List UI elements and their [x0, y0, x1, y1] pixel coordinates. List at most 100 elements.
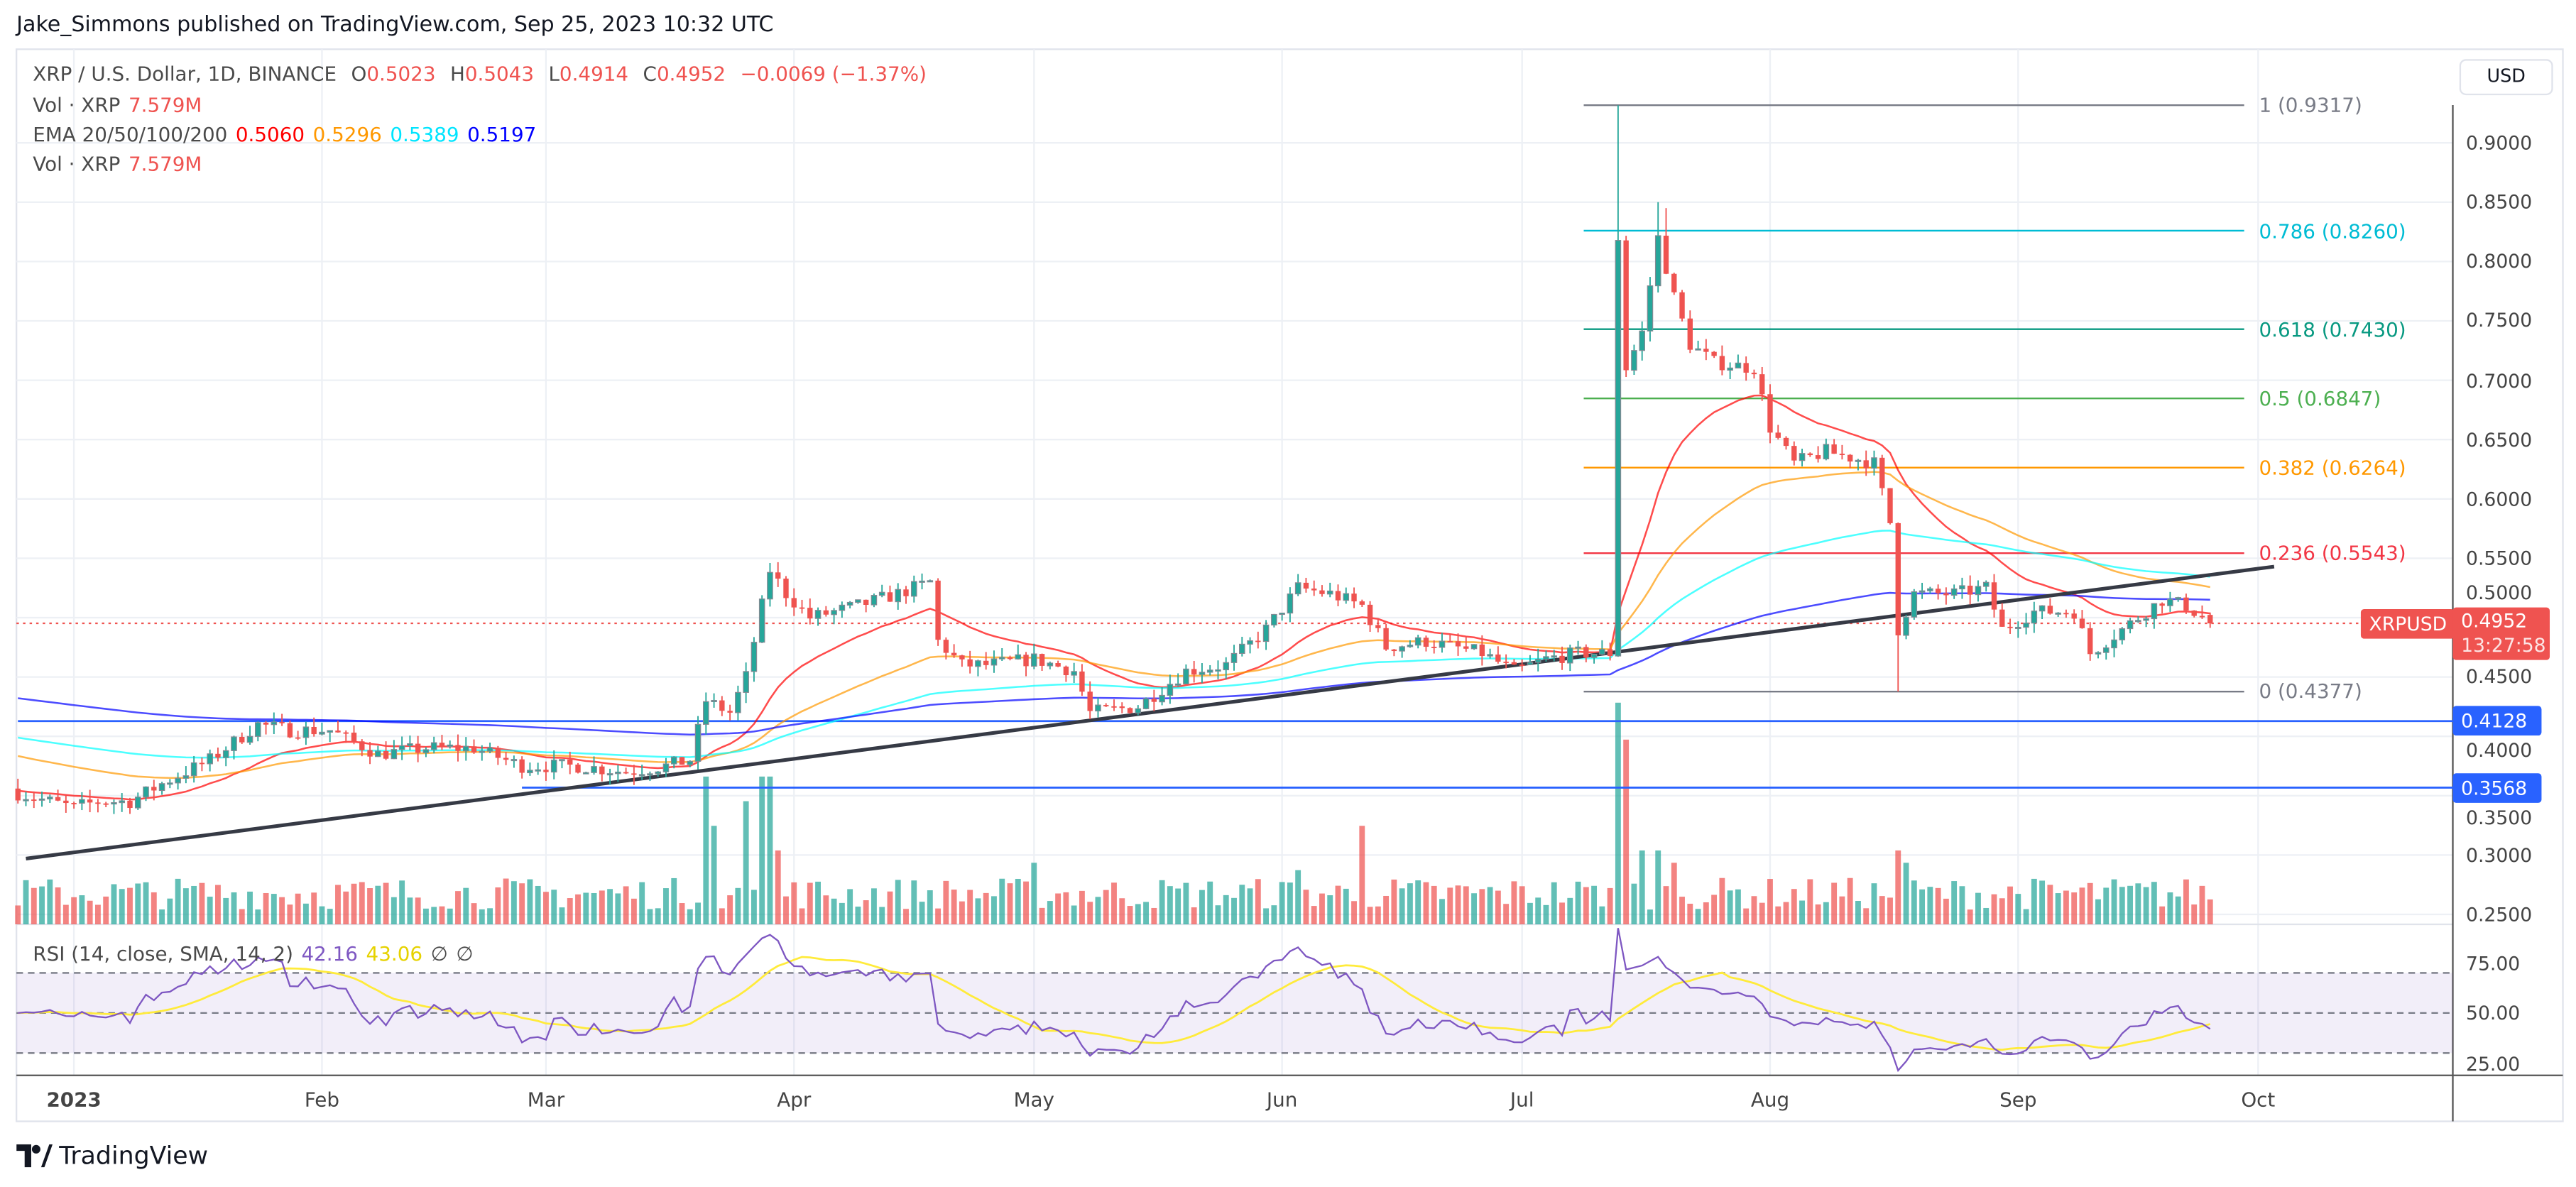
rsi-tick-label: 50.00	[2466, 1001, 2521, 1025]
volume-bar	[1735, 889, 1741, 924]
candle-body	[2055, 612, 2061, 615]
volume-bar	[1023, 881, 1029, 924]
candle-body	[1991, 582, 1997, 610]
symbol-title[interactable]: XRP / U.S. Dollar, 1D, BINANCE	[33, 62, 337, 86]
candle	[222, 746, 229, 767]
candle	[1206, 664, 1213, 676]
candle	[1871, 450, 1877, 476]
candle-body	[1879, 457, 1885, 488]
volume-bar	[271, 894, 277, 924]
candle	[343, 730, 349, 743]
volume-bar	[23, 880, 29, 924]
candle-body	[662, 763, 670, 772]
candle	[1791, 441, 1797, 466]
candle	[1847, 454, 1853, 469]
candle-body	[319, 731, 325, 735]
volume-bar	[1511, 881, 1517, 924]
candle	[1935, 584, 1941, 600]
volume-bar	[311, 892, 317, 924]
ema-label[interactable]: EMA 20/50/100/200	[33, 123, 228, 146]
candle	[527, 762, 533, 776]
ema20-line	[18, 394, 2210, 801]
candle	[422, 747, 430, 757]
candle	[319, 722, 325, 735]
volume-label-2[interactable]: Vol · XRP	[33, 153, 121, 176]
volume-bar	[1847, 877, 1853, 924]
candle-body	[1262, 624, 1270, 642]
candle	[2191, 610, 2197, 618]
candle-body	[719, 700, 725, 711]
candle	[1455, 633, 1461, 656]
candle-body	[1743, 363, 1749, 373]
volume-bar	[399, 880, 405, 924]
volume-bar	[1863, 908, 1870, 924]
candle-body	[1887, 488, 1893, 523]
volume-bar	[375, 885, 381, 924]
volume-bar	[1079, 890, 1085, 924]
volume-bar	[1967, 909, 1973, 924]
candle	[2111, 629, 2117, 657]
volume-bar	[167, 898, 173, 924]
price-tick-label: 0.4000	[2466, 739, 2533, 762]
candle	[1039, 653, 1045, 671]
candle	[430, 736, 437, 754]
volume-bar	[343, 891, 349, 924]
candle	[814, 607, 822, 626]
volume-bar	[1671, 863, 1677, 924]
candle-body	[1351, 594, 1357, 602]
currency-button[interactable]: USD	[2459, 59, 2553, 96]
volume-label[interactable]: Vol · XRP	[33, 93, 121, 117]
candle-body	[103, 803, 109, 805]
candle	[1527, 655, 1534, 666]
candle-body	[1463, 646, 1469, 649]
candle	[1047, 661, 1054, 669]
candle-body	[1815, 455, 1821, 459]
candle-body	[2039, 605, 2046, 612]
low-value: 0.4914	[559, 62, 629, 86]
volume-bar	[2103, 887, 2110, 924]
candle	[831, 608, 837, 625]
candle-body	[935, 580, 941, 640]
candle	[943, 637, 949, 660]
candle-body	[1103, 705, 1109, 706]
time-tick-label: Feb	[304, 1088, 340, 1112]
tradingview-logo[interactable]: TradingView	[16, 1141, 208, 1171]
ema200-value: 0.5197	[467, 123, 537, 146]
candle-body	[775, 572, 781, 579]
candle-body	[751, 642, 758, 672]
candle-body	[871, 595, 878, 606]
candle-body	[814, 610, 822, 619]
volume-bar	[1199, 890, 1205, 924]
volume-bar	[1279, 882, 1285, 924]
candle	[199, 757, 205, 772]
symbol-price-tag: XRPUSD	[2360, 608, 2455, 639]
candle-body	[1807, 453, 1813, 456]
candle-body	[263, 722, 269, 725]
volume-bar	[182, 888, 189, 924]
volume-bar	[1463, 886, 1469, 924]
volume-bar	[1775, 906, 1781, 924]
volume-bar	[767, 776, 773, 924]
volume-bar	[1327, 895, 1333, 924]
volume-bar	[1343, 888, 1349, 924]
volume-bar	[1151, 907, 1157, 924]
candle-body	[1015, 654, 1022, 660]
candle	[1511, 659, 1517, 665]
rsi-tick-label: 75.00	[2466, 951, 2521, 975]
candle	[1631, 344, 1637, 375]
candle	[31, 791, 37, 809]
candle	[863, 599, 869, 613]
volume-bar	[127, 887, 133, 924]
candle	[1663, 208, 1669, 275]
candle-body	[2095, 652, 2102, 655]
candle-body	[1479, 644, 1485, 657]
volume-bar	[1991, 894, 1997, 924]
candle-body	[343, 732, 349, 734]
rsi-label[interactable]: RSI (14, close, SMA, 14, 2)	[33, 942, 293, 966]
volume-bar	[2119, 887, 2125, 924]
candle-body	[327, 730, 333, 733]
candle	[1559, 646, 1565, 670]
candle-body	[727, 711, 733, 713]
candle-body	[1279, 612, 1285, 616]
